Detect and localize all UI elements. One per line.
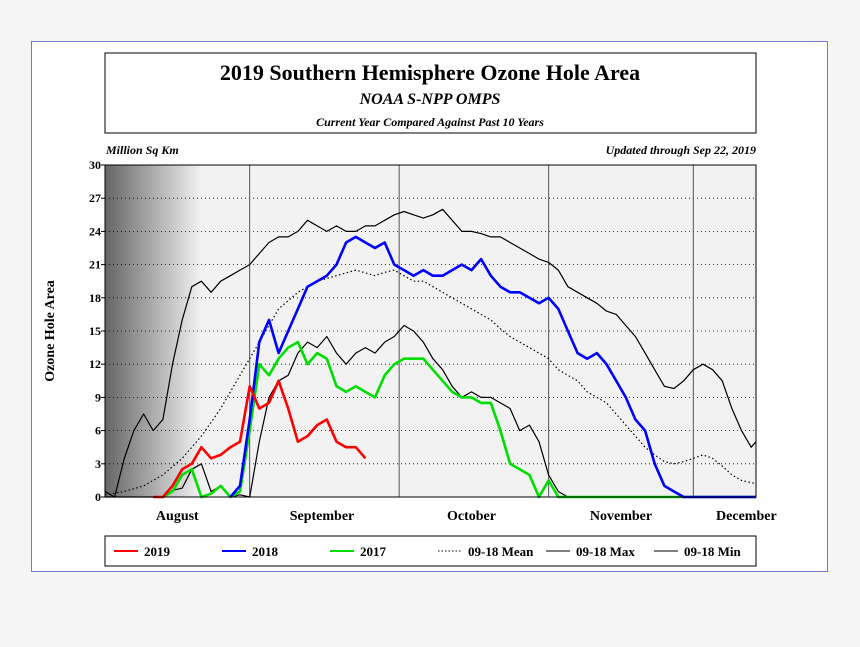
month-label: December	[716, 509, 777, 524]
legend-box	[104, 535, 757, 567]
y-tick-label: 6	[95, 424, 101, 438]
legend-label: 09-18 Mean	[468, 544, 534, 559]
y-tick-label: 24	[89, 224, 101, 238]
chart-subtitle-2: Current Year Compared Against Past 10 Ye…	[316, 115, 544, 129]
series-line-09-18-max	[104, 208, 757, 498]
unit-label: Million Sq Km	[105, 143, 179, 157]
title-box	[104, 52, 757, 134]
legend-label: 09-18 Min	[684, 544, 741, 559]
y-tick-label: 3	[95, 457, 101, 471]
ozone-chart: 2019 Southern Hemisphere Ozone Hole Area…	[43, 52, 827, 567]
month-label: October	[447, 509, 496, 524]
series-line-2019	[153, 379, 367, 499]
chart-frame: 2019 Southern Hemisphere Ozone Hole Area…	[31, 41, 828, 572]
y-tick-label: 0	[95, 490, 101, 504]
series-line-2018	[229, 235, 756, 499]
chart-title: 2019 Southern Hemisphere Ozone Hole Area	[220, 60, 640, 85]
month-label: September	[290, 509, 355, 524]
month-label: August	[156, 509, 199, 524]
legend-label: 09-18 Max	[576, 544, 635, 559]
month-label: November	[590, 509, 652, 524]
legend-label: 2017	[360, 544, 387, 559]
x-label-strip	[72, 503, 827, 535]
y-tick-label: 9	[95, 390, 101, 404]
y-axis-label: Ozone Hole Area	[43, 280, 58, 382]
chart-subtitle: NOAA S-NPP OMPS	[359, 91, 501, 108]
y-tick-label: 18	[89, 291, 101, 305]
y-tick-label: 27	[89, 191, 101, 205]
updated-label: Updated through Sep 22, 2019	[606, 143, 756, 157]
y-tick-label: 15	[89, 324, 101, 338]
legend-label: 2019	[144, 544, 171, 559]
legend-label: 2018	[252, 544, 279, 559]
y-tick-label: 30	[89, 158, 101, 172]
y-tick-label: 12	[89, 357, 101, 371]
y-tick-label: 21	[89, 258, 101, 272]
